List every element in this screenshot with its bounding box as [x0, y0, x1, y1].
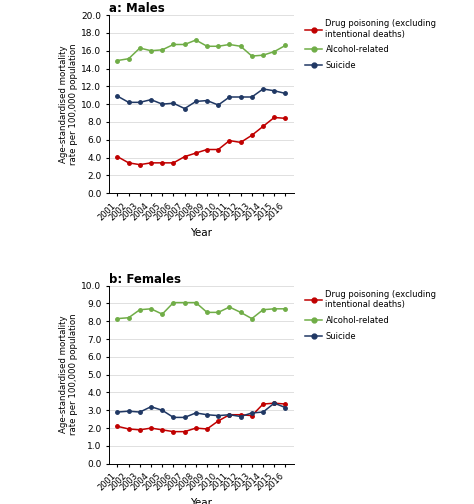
Y-axis label: Age-standardised mortality
rate per 100,000 population: Age-standardised mortality rate per 100,… — [59, 314, 79, 435]
Legend: Drug poisoning (excluding
intentional deaths), Alcohol-related, Suicide: Drug poisoning (excluding intentional de… — [305, 290, 437, 341]
Legend: Drug poisoning (excluding
intentional deaths), Alcohol-related, Suicide: Drug poisoning (excluding intentional de… — [305, 19, 437, 70]
Text: a: Males: a: Males — [109, 2, 165, 15]
Y-axis label: Age-standardised mortality
rate per 100,000 population: Age-standardised mortality rate per 100,… — [59, 43, 79, 165]
X-axis label: Year: Year — [191, 228, 212, 237]
X-axis label: Year: Year — [191, 498, 212, 504]
Text: b: Females: b: Females — [109, 273, 181, 286]
